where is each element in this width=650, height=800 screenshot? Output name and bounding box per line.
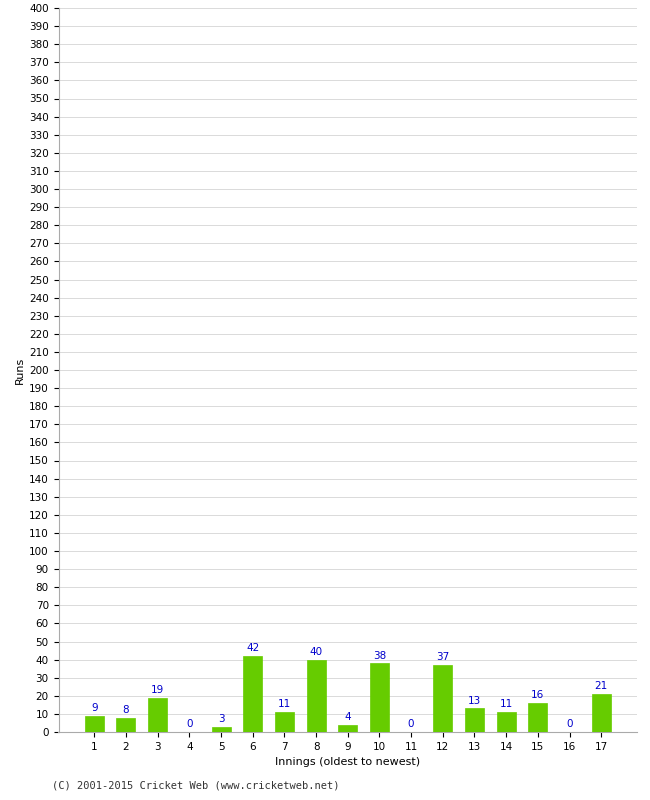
Text: 4: 4	[344, 712, 351, 722]
Text: 0: 0	[408, 719, 414, 730]
Text: 16: 16	[531, 690, 545, 700]
Text: 8: 8	[123, 705, 129, 715]
Bar	[338, 725, 358, 732]
Text: 9: 9	[91, 703, 98, 713]
Bar	[592, 694, 611, 732]
Bar	[434, 665, 452, 732]
Text: 37: 37	[436, 652, 449, 662]
Bar	[528, 703, 547, 732]
Bar	[84, 716, 104, 732]
Y-axis label: Runs: Runs	[15, 356, 25, 384]
Text: 0: 0	[186, 719, 192, 730]
Text: 11: 11	[278, 699, 291, 710]
Text: 19: 19	[151, 685, 164, 695]
Bar	[243, 656, 262, 732]
Bar	[370, 663, 389, 732]
Bar	[211, 726, 231, 732]
Bar	[465, 709, 484, 732]
Text: (C) 2001-2015 Cricket Web (www.cricketweb.net): (C) 2001-2015 Cricket Web (www.cricketwe…	[52, 781, 339, 790]
Text: 3: 3	[218, 714, 224, 724]
Text: 21: 21	[595, 682, 608, 691]
Text: 40: 40	[309, 647, 322, 657]
Text: 0: 0	[566, 719, 573, 730]
Text: 11: 11	[500, 699, 513, 710]
Bar	[116, 718, 135, 732]
Bar	[307, 659, 326, 732]
Text: 13: 13	[468, 696, 481, 706]
Bar	[148, 698, 167, 732]
Text: 42: 42	[246, 643, 259, 654]
Bar	[497, 712, 515, 732]
Bar	[275, 712, 294, 732]
Text: 38: 38	[373, 650, 386, 661]
X-axis label: Innings (oldest to newest): Innings (oldest to newest)	[275, 758, 421, 767]
